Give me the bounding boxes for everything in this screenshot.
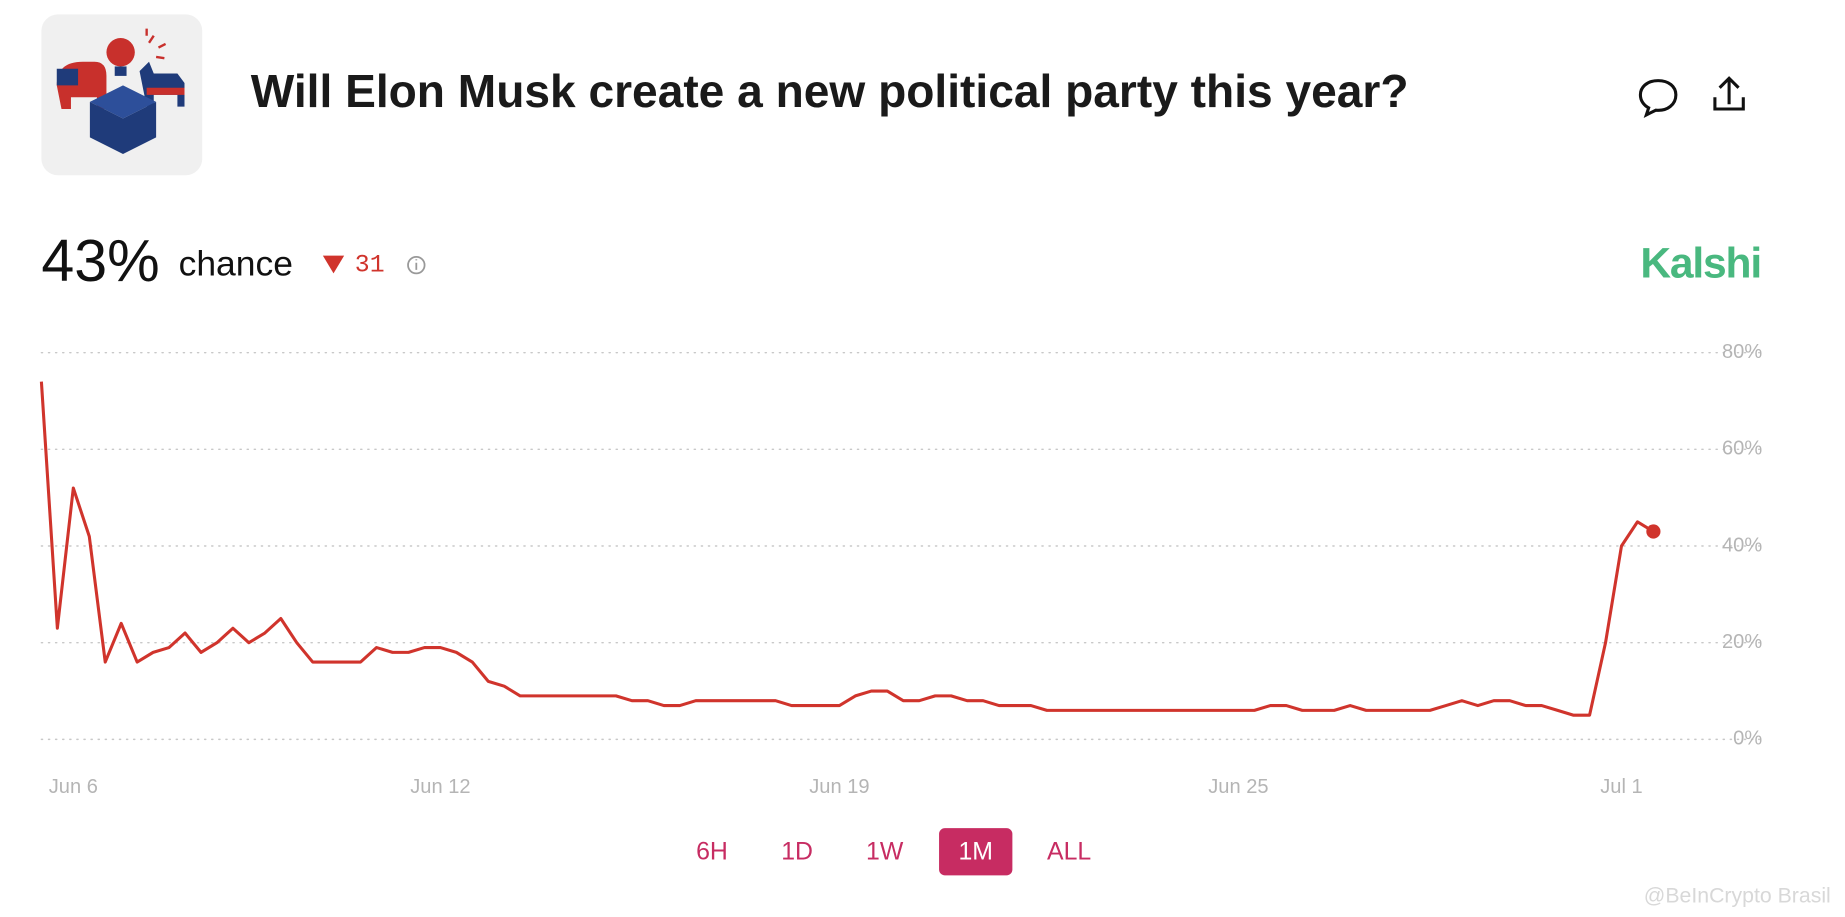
- timeframe-tab[interactable]: 6H: [696, 838, 728, 865]
- market-icon: [41, 14, 203, 176]
- x-tick-label: Jun 25: [1208, 776, 1268, 798]
- timeframe-tabs: 6H 1D 1W 1M ALL: [696, 828, 1091, 876]
- x-tick-label: Jun 19: [809, 776, 869, 798]
- y-tick-label: 80%: [1722, 341, 1762, 363]
- y-tick-label: 40%: [1722, 534, 1762, 556]
- y-tick-label: 20%: [1722, 631, 1762, 653]
- info-icon[interactable]: [407, 255, 426, 275]
- y-tick-label: 60%: [1722, 438, 1762, 460]
- change: 31: [355, 252, 385, 280]
- share-button[interactable]: [1713, 76, 1745, 111]
- timeframe-tab[interactable]: ALL: [1047, 838, 1091, 865]
- x-tick-label: Jun 12: [410, 776, 470, 798]
- line-series: [39, 381, 1655, 717]
- market-title: Will Elon Musk create a new political pa…: [251, 65, 1409, 117]
- timeframe-tab[interactable]: 1W: [866, 838, 904, 865]
- timeframe-tab[interactable]: 1M: [958, 838, 993, 865]
- chart: 0% 20% 40% 60% 80% Jun 6 Jun 12 Jun 19 Jun 25 Jul…: [39, 341, 1763, 798]
- comment-button[interactable]: [1638, 79, 1678, 118]
- timeframe-tab[interactable]: 1D: [781, 838, 813, 865]
- current-point: [1646, 524, 1661, 539]
- probability: 43%: [41, 227, 159, 294]
- watermark: @BeInCrypto Brasil: [1644, 883, 1831, 907]
- source-logo[interactable]: Kalshi: [1640, 240, 1762, 288]
- down-arrow: [322, 255, 345, 274]
- tab-active-bg[interactable]: [939, 828, 1013, 876]
- x-tick-label: Jun 6: [49, 776, 98, 798]
- x-tick-label: Jul 1: [1600, 776, 1642, 798]
- y-tick-label: 0%: [1733, 728, 1762, 750]
- probability-label: chance: [179, 244, 293, 284]
